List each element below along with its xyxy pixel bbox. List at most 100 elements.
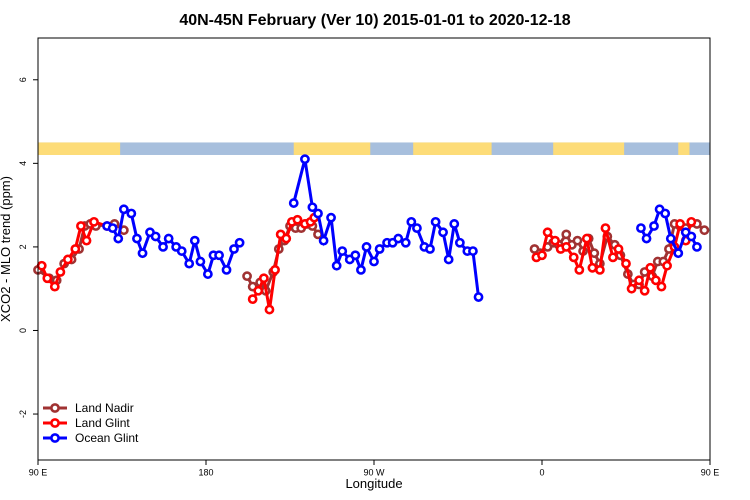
land-segment-3 (553, 142, 625, 155)
data-point (443, 254, 454, 265)
data-point (649, 221, 659, 231)
data-point (318, 235, 329, 246)
y-axis: -2 0 2 4 6 (18, 77, 38, 418)
series-line (106, 206, 241, 278)
data-point (561, 229, 572, 240)
chart-title: 40N-45N February (Ver 10) 2015-01-01 to … (179, 12, 570, 29)
data-point (176, 246, 187, 256)
data-point (107, 223, 118, 234)
data-point (430, 216, 441, 227)
data-point (589, 248, 600, 259)
land-segment-1 (293, 142, 371, 155)
data-point (537, 250, 547, 261)
data-point (425, 244, 435, 254)
data-point (449, 219, 460, 229)
data-point (542, 227, 553, 238)
series-land-glint (36, 212, 697, 315)
data-point (253, 285, 264, 296)
data-point (281, 233, 292, 244)
legend-item: Land Nadir (43, 401, 134, 415)
data-point (126, 208, 137, 219)
data-point (184, 258, 195, 269)
x-tick-label: 90 E (701, 467, 720, 477)
land-segment-0 (38, 142, 121, 155)
data-point (673, 248, 684, 259)
data-point (113, 233, 124, 244)
data-point (686, 216, 697, 227)
legend-label: Ocean Glint (75, 431, 139, 445)
data-point (692, 242, 702, 252)
legend-marker (50, 433, 60, 443)
data-point (473, 292, 484, 302)
series-line (40, 219, 108, 290)
series-ocean-glint (102, 154, 702, 302)
data-point (163, 233, 174, 244)
data-point (331, 260, 342, 271)
data-point (214, 250, 224, 261)
data-point (393, 233, 404, 244)
land-mask-band (38, 142, 710, 155)
data-point (221, 264, 232, 275)
x-tick-label: 90 W (363, 467, 385, 477)
data-point (137, 248, 148, 259)
x-tick-label: 180 (198, 467, 213, 477)
data-point (621, 258, 631, 269)
data-point (645, 262, 656, 273)
data-point (665, 233, 676, 244)
data-point (675, 219, 686, 229)
data-point (70, 244, 81, 254)
data-point (288, 198, 299, 208)
data-point (270, 264, 280, 275)
legend-label: Land Glint (75, 416, 130, 430)
data-point (561, 242, 572, 252)
data-point (62, 254, 73, 265)
data-point (264, 304, 275, 315)
series-layer (33, 154, 710, 315)
legend-marker (50, 418, 60, 428)
data-point (656, 281, 667, 292)
ocean-band (38, 142, 710, 155)
data-point (613, 244, 624, 254)
y-axis-label: XCO2 - MLO trend (ppm) (0, 176, 13, 322)
data-point (313, 208, 323, 219)
data-point (374, 244, 385, 254)
data-point (89, 216, 99, 227)
x-tick-label: 90 E (29, 467, 48, 477)
data-point (337, 246, 348, 256)
data-point (242, 271, 252, 282)
data-point (292, 214, 303, 225)
data-point (641, 233, 652, 244)
data-point (49, 281, 60, 292)
x-axis: 90 E 180 90 W 0 90 E (29, 460, 720, 477)
data-point (636, 223, 646, 234)
legend-label: Land Nadir (75, 401, 134, 415)
data-point (195, 256, 206, 267)
data-point (189, 235, 200, 246)
land-segment-2 (413, 142, 492, 155)
data-point (587, 262, 598, 273)
data-point (81, 235, 92, 246)
data-point (660, 208, 671, 219)
series-line (292, 158, 480, 298)
data-point (118, 204, 129, 215)
data-point (36, 260, 47, 271)
data-point (468, 246, 478, 256)
data-point (300, 154, 310, 165)
data-point (406, 216, 417, 227)
land-segment-4 (678, 142, 690, 155)
y-tick-label: 6 (18, 77, 28, 82)
data-point (699, 225, 710, 236)
data-point (572, 235, 583, 246)
data-point (550, 235, 560, 246)
data-point (639, 285, 650, 296)
data-point (662, 260, 672, 271)
data-point (350, 250, 361, 261)
legend-marker (50, 403, 60, 413)
data-point (438, 227, 448, 238)
data-point (574, 264, 585, 275)
data-point (412, 223, 422, 234)
data-point (568, 252, 579, 263)
data-point (132, 233, 142, 244)
data-point (594, 264, 605, 275)
